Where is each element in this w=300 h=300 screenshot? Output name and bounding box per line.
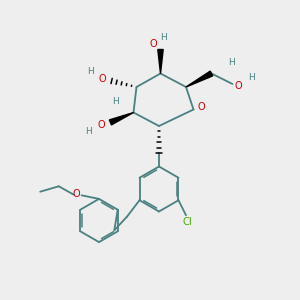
Text: O: O [235,81,242,92]
Text: H: H [112,97,119,106]
Text: O: O [98,120,105,130]
Text: H: H [248,73,255,82]
Text: H: H [160,33,167,42]
Text: H: H [228,58,235,67]
Polygon shape [158,50,163,74]
Text: H: H [87,68,93,76]
Polygon shape [186,71,213,87]
Text: Cl: Cl [183,217,192,227]
Text: O: O [150,39,158,50]
Polygon shape [109,112,134,125]
Text: H: H [85,128,92,136]
Text: O: O [72,189,80,199]
Text: O: O [198,102,206,112]
Text: O: O [98,74,106,85]
